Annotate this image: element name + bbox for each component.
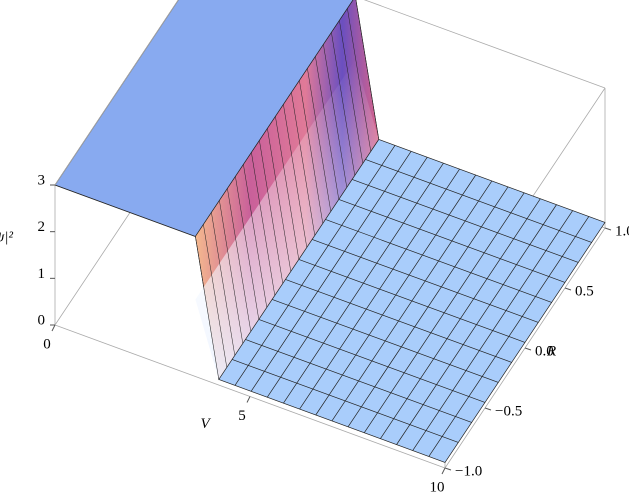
y-axis-label: R [546, 343, 556, 359]
surface-mesh [251, 152, 276, 296]
surface-mesh [235, 176, 260, 320]
surface-mesh [258, 319, 486, 403]
surface-mesh [232, 359, 459, 443]
surface-wall-fade [195, 59, 379, 380]
surface-mesh [291, 92, 316, 236]
surface-mesh [339, 20, 364, 164]
x-tick [246, 396, 251, 403]
surface-mesh [365, 159, 592, 243]
surface-mesh [259, 140, 284, 284]
y-tick [564, 287, 572, 291]
z-tick-label: 0 [38, 312, 46, 328]
y-tick-label: −1.0 [455, 463, 482, 479]
surface-mesh [195, 236, 220, 380]
z-tick-label: 1 [38, 266, 46, 282]
y-tick-label: 0.5 [575, 283, 594, 299]
z-tick-label: 3 [38, 172, 46, 188]
surface-mesh [298, 259, 526, 343]
surface-mesh [285, 279, 512, 363]
surface-mesh [325, 219, 552, 303]
surface-mesh [347, 8, 372, 152]
surface-mesh [272, 299, 499, 383]
surface-mesh [307, 68, 332, 212]
x-axis-label: V [201, 416, 212, 432]
x-tick-label: 10 [430, 479, 445, 492]
x-tick-label: 5 [238, 408, 246, 424]
surface-mesh [203, 224, 228, 368]
x-tick [51, 324, 56, 332]
box-edge [363, 0, 606, 89]
surface-mesh [323, 44, 348, 188]
surface-mesh [243, 164, 268, 308]
surface-mesh [227, 188, 252, 332]
y-tick-label: −0.5 [495, 403, 522, 419]
surface-mesh [275, 116, 300, 260]
box-edge [54, 0, 179, 186]
x-tick [441, 467, 446, 475]
y-tick [444, 467, 452, 471]
y-tick [524, 347, 532, 351]
surface-mesh [331, 32, 356, 176]
y-tick [484, 407, 492, 411]
surface-mesh [315, 56, 340, 200]
surface-mesh [283, 104, 308, 248]
surface-mesh [312, 239, 539, 323]
x-tick-label: 0 [43, 336, 51, 352]
surface-mesh [338, 199, 566, 283]
surface-mesh [267, 128, 292, 272]
y-tick [604, 227, 612, 231]
z-tick-label: 2 [38, 219, 46, 235]
z-axis-label: |ψ|² [0, 229, 14, 245]
surface-mesh [355, 0, 380, 140]
surface-mesh [219, 200, 244, 344]
y-tick-label: 0.0 [535, 343, 554, 359]
surface-mesh [211, 212, 236, 356]
surface-mesh [245, 339, 472, 423]
surface-mesh [352, 179, 579, 263]
surface-mesh [299, 80, 324, 224]
y-tick-label: 1.0 [615, 223, 629, 239]
